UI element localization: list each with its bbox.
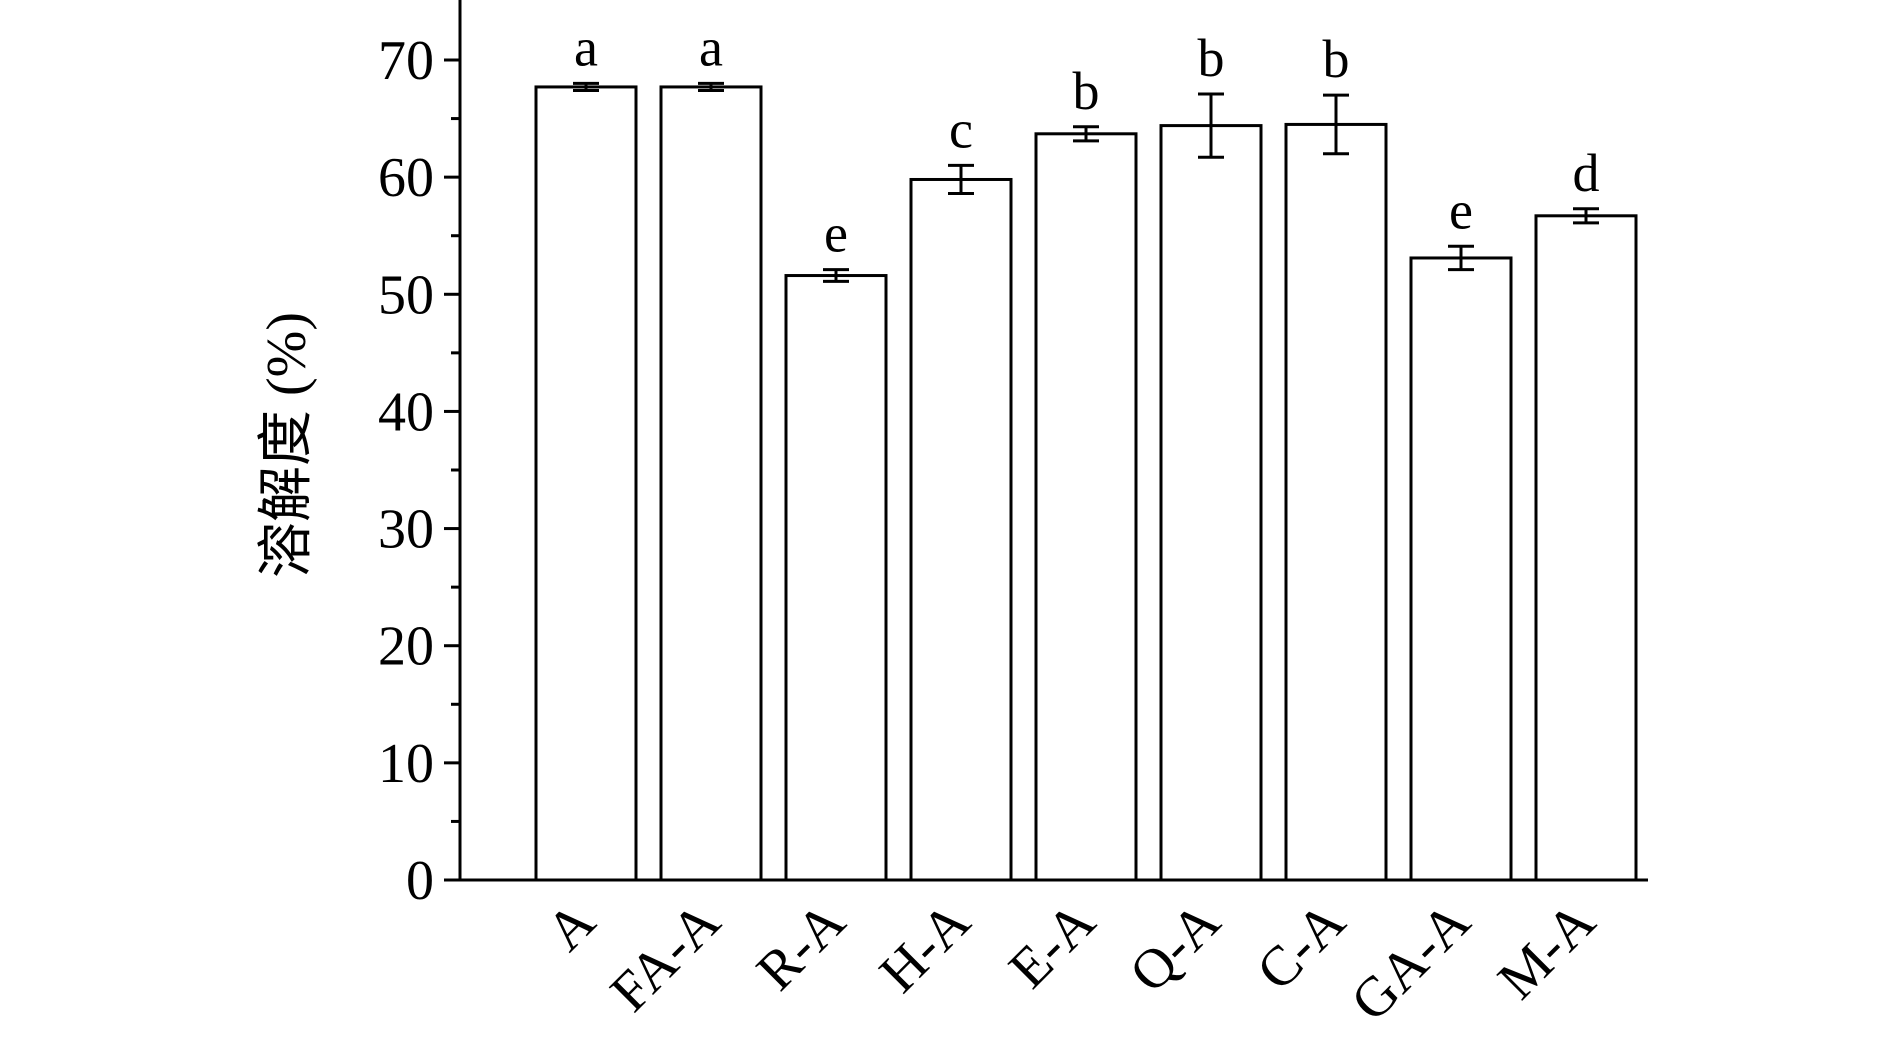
y-tick-label: 30: [378, 499, 434, 561]
bar-c-a: [1284, 122, 1388, 882]
x-tick-label-a: A: [535, 890, 608, 963]
y-tick-label: 10: [378, 733, 434, 795]
x-tick-label-ga-a: GA-A: [1339, 890, 1482, 1033]
x-tick-label-e-a: E-A: [997, 890, 1107, 1000]
y-tick-label: 50: [378, 264, 434, 326]
bar-fa-a: [659, 85, 763, 882]
significance-letter: c: [949, 99, 973, 159]
bar-m-a: [1534, 214, 1638, 882]
significance-letter: b: [1073, 61, 1100, 121]
significance-letter: b: [1198, 28, 1225, 88]
significance-letter: e: [1449, 180, 1473, 240]
y-ticks: 0 10 20 30 40 50 60 70: [378, 30, 460, 912]
y-tick-label: 0: [406, 850, 434, 912]
x-tick-label-fa-a: FA-A: [599, 890, 733, 1024]
significance-letter: b: [1323, 29, 1350, 89]
x-tick-label-m-a: M-A: [1486, 890, 1607, 1011]
x-tick-label-r-a: R-A: [745, 890, 857, 1002]
y-axis-title: 溶解度 (%): [256, 312, 318, 578]
category-labels: AFA-A R-A H-A E-A Q-A C-AGA-A M-A: [535, 890, 1608, 1033]
significance-letters: a a e c b b b e d: [574, 17, 1599, 263]
bar-r-a: [784, 274, 888, 882]
bar-a: [534, 85, 638, 882]
axes: [458, 0, 1648, 882]
significance-letter: e: [824, 204, 848, 264]
bar-h-a: [909, 177, 1013, 882]
x-tick-label-h-a: H-A: [868, 890, 983, 1005]
y-tick-label: 60: [378, 147, 434, 209]
y-tick-label: 40: [378, 381, 434, 443]
significance-letter: d: [1573, 143, 1600, 203]
y-tick-label: 20: [378, 616, 434, 678]
significance-letter: a: [699, 17, 723, 77]
x-tick-label-c-a: C-A: [1245, 890, 1357, 1002]
bar-e-a: [1034, 132, 1138, 882]
error-bars-layer: [573, 81, 1599, 283]
x-tick-label-q-a: Q-A: [1118, 890, 1233, 1005]
bars-layer: [534, 85, 1638, 882]
bar-q-a: [1159, 124, 1263, 882]
significance-letter: a: [574, 17, 598, 77]
y-tick-label: 70: [378, 30, 434, 92]
bar-ga-a: [1409, 256, 1513, 882]
